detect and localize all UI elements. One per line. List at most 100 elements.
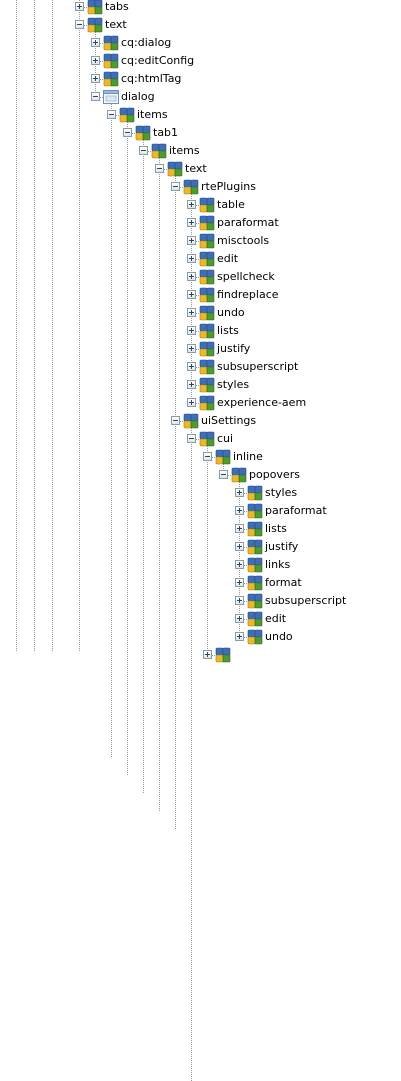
expand-icon[interactable] — [235, 578, 244, 587]
tree-guide-line — [79, 0, 80, 651]
node-icon — [199, 359, 215, 375]
tree-node-label[interactable]: paraformat — [265, 504, 327, 517]
tree-node-label[interactable]: dialog — [121, 90, 155, 103]
node-icon — [199, 395, 215, 411]
tree-node-label[interactable]: edit — [217, 252, 239, 265]
collapse-icon[interactable] — [123, 128, 132, 137]
tree-node-label[interactable]: rtePlugins — [201, 180, 257, 193]
expand-icon[interactable] — [187, 326, 196, 335]
tree-node-label[interactable]: items — [169, 144, 200, 157]
collapse-icon[interactable] — [155, 164, 164, 173]
tree-guide-line — [111, 106, 112, 757]
tree-guide-line — [16, 0, 17, 651]
tree-guide-line — [159, 160, 160, 811]
expand-icon[interactable] — [235, 506, 244, 515]
tree-node-label[interactable]: format — [265, 576, 302, 589]
expand-icon[interactable] — [235, 596, 244, 605]
expand-icon[interactable] — [235, 488, 244, 497]
expand-icon[interactable] — [91, 74, 100, 83]
expand-icon[interactable] — [187, 290, 196, 299]
expand-icon[interactable] — [235, 632, 244, 641]
tree-node-label[interactable]: popovers — [249, 468, 300, 481]
node-icon — [247, 557, 263, 573]
dialog-icon — [103, 89, 119, 105]
expand-icon[interactable] — [235, 542, 244, 551]
expand-icon[interactable] — [91, 38, 100, 47]
expand-icon[interactable] — [235, 524, 244, 533]
node-icon — [247, 575, 263, 591]
collapse-icon[interactable] — [171, 182, 180, 191]
tree-node-label[interactable]: tabs — [105, 0, 129, 13]
tree-guide-line — [223, 461, 224, 475]
expand-icon[interactable] — [235, 614, 244, 623]
collapse-icon[interactable] — [91, 92, 100, 101]
node-icon — [247, 521, 263, 537]
tree-node-label[interactable]: paraformat — [217, 216, 279, 229]
expand-icon[interactable] — [187, 236, 196, 245]
expand-icon[interactable] — [187, 344, 196, 353]
node-icon — [199, 305, 215, 321]
expand-icon[interactable] — [187, 308, 196, 317]
tree-node-label[interactable]: undo — [265, 630, 293, 643]
node-icon — [151, 143, 167, 159]
tree-node-label[interactable]: experience-aem — [217, 396, 307, 409]
tree-node-label[interactable]: cq:htmlTag — [121, 72, 182, 85]
tree-node-label[interactable]: tab1 — [153, 126, 179, 139]
expand-icon[interactable] — [187, 380, 196, 389]
expand-icon[interactable] — [203, 650, 212, 659]
node-icon — [135, 125, 151, 141]
tree-node-label[interactable]: justify — [265, 540, 299, 553]
tree-node-label[interactable]: lists — [265, 522, 287, 535]
collapse-icon[interactable] — [107, 110, 116, 119]
node-icon — [167, 161, 183, 177]
node-icon — [247, 539, 263, 555]
tree-node-label[interactable]: justify — [217, 342, 251, 355]
expand-icon[interactable] — [187, 398, 196, 407]
tree-node-label[interactable]: subsuperscript — [265, 594, 347, 607]
repository-tree: tabs text cq:dialog cq:editConfig cq:htmlTag… — [16, 0, 347, 1081]
expand-icon[interactable] — [187, 362, 196, 371]
tree-node-label[interactable]: cui — [217, 432, 234, 445]
tree-node-label[interactable]: cq:dialog — [121, 36, 172, 49]
collapse-icon[interactable] — [171, 416, 180, 425]
tree-guide-line — [175, 178, 176, 829]
node-icon — [199, 269, 215, 285]
expand-icon[interactable] — [235, 560, 244, 569]
collapse-icon[interactable] — [139, 146, 148, 155]
expand-icon[interactable] — [75, 2, 84, 11]
tree-node-label[interactable]: spellcheck — [217, 270, 275, 283]
tree-guide-line — [34, 0, 35, 651]
tree-node-label[interactable]: findreplace — [217, 288, 279, 301]
expand-icon[interactable] — [187, 272, 196, 281]
tree-node-label[interactable]: cq:editConfig — [121, 54, 195, 67]
collapse-icon[interactable] — [187, 434, 196, 443]
node-icon — [103, 71, 119, 87]
tree-node-label[interactable]: subsuperscript — [217, 360, 299, 373]
expand-icon[interactable] — [187, 218, 196, 227]
expand-icon[interactable] — [187, 200, 196, 209]
tree-node-label[interactable]: inline — [233, 450, 263, 463]
node-icon — [199, 377, 215, 393]
tree-guide-line — [143, 142, 144, 793]
tree-node-label[interactable]: text — [185, 162, 207, 175]
tree-node-label[interactable]: uiSettings — [201, 414, 257, 427]
node-icon — [199, 197, 215, 213]
tree-node-label[interactable]: styles — [265, 486, 298, 499]
tree-node-label[interactable]: misctools — [217, 234, 270, 247]
tree-node-label[interactable]: edit — [265, 612, 287, 625]
tree-node-label[interactable]: lists — [217, 324, 239, 337]
tree-node-label[interactable]: undo — [217, 306, 245, 319]
collapse-icon[interactable] — [75, 20, 84, 29]
tree-node-label[interactable]: links — [265, 558, 291, 571]
node-icon — [199, 233, 215, 249]
node-icon — [247, 503, 263, 519]
expand-icon[interactable] — [91, 56, 100, 65]
tree-node-label[interactable]: styles — [217, 378, 250, 391]
collapse-icon[interactable] — [219, 470, 228, 479]
tree-node-label[interactable]: table — [217, 198, 245, 211]
tree-node-label[interactable]: items — [137, 108, 168, 121]
tree-node-label[interactable]: text — [105, 18, 127, 31]
collapse-icon[interactable] — [203, 452, 212, 461]
expand-icon[interactable] — [187, 254, 196, 263]
tree-guide-line — [207, 443, 208, 655]
